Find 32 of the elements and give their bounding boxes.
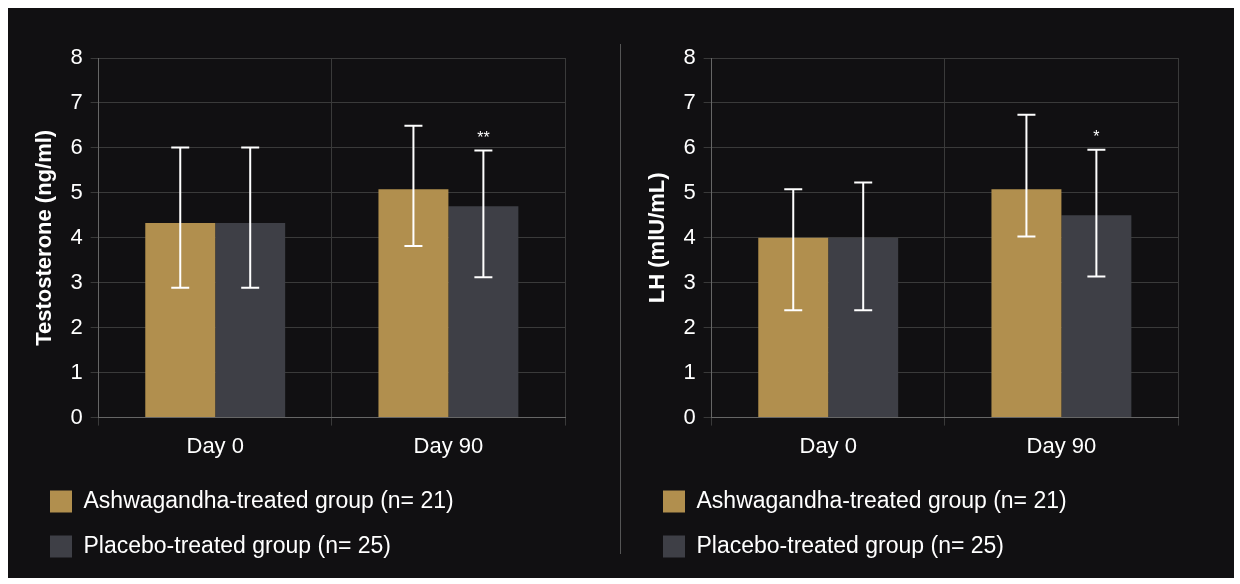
legend-label: Placebo-treated group (n= 25): [696, 531, 1005, 558]
y-tick-label: 1: [70, 358, 83, 384]
y-tick-label: 1: [683, 358, 696, 384]
x-tick-label: Day 90: [413, 432, 484, 458]
x-tick-label: Day 90: [1026, 432, 1097, 458]
y-axis-title: Testosterone (ng/ml): [31, 129, 57, 346]
y-tick-label: 6: [683, 133, 696, 159]
y-tick-label: 3: [70, 268, 83, 294]
y-tick-label: 2: [683, 313, 696, 339]
legend-label: Ashwagandha-treated group (n= 21): [696, 486, 1067, 513]
y-tick-label: 4: [683, 223, 696, 249]
y-tick-label: 7: [683, 89, 696, 115]
y-tick-label: 3: [683, 268, 696, 294]
bar: [991, 189, 1062, 418]
y-tick-label: 8: [683, 44, 696, 70]
legend-label: Placebo-treated group (n= 25): [83, 531, 392, 558]
y-tick-label: 5: [683, 178, 696, 204]
y-tick-label: 2: [70, 313, 83, 339]
annotation: **: [477, 129, 490, 146]
y-tick-label: 6: [70, 133, 83, 159]
y-tick-label: 5: [70, 178, 83, 204]
y-tick-label: 0: [70, 403, 83, 429]
x-tick-label: Day 0: [799, 432, 857, 458]
y-tick-label: 4: [70, 223, 83, 249]
y-tick-label: 0: [683, 403, 696, 429]
annotation: *: [1093, 128, 1100, 146]
legend-label: Ashwagandha-treated group (n= 21): [83, 486, 454, 513]
y-tick-label: 7: [70, 89, 83, 115]
bar: [758, 237, 829, 418]
x-tick-label: Day 0: [186, 432, 244, 458]
y-tick-label: 8: [70, 44, 83, 70]
y-axis-title: LH (mlU/mL): [644, 172, 670, 304]
